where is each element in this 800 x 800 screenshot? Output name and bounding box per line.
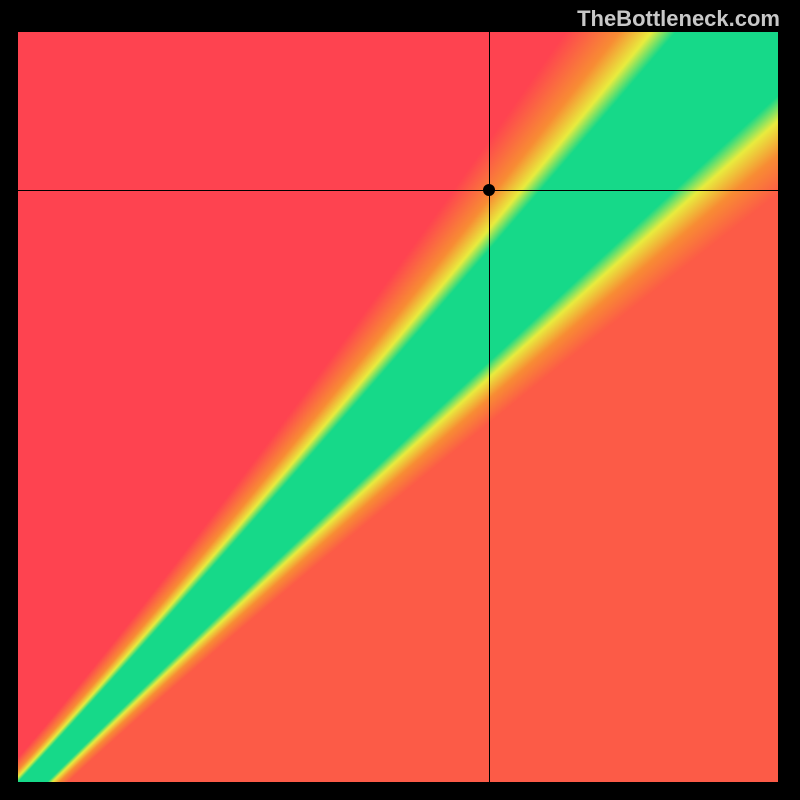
crosshair-marker [483, 184, 495, 196]
watermark-text: TheBottleneck.com [577, 6, 780, 32]
heatmap-canvas [18, 32, 778, 782]
crosshair-horizontal [18, 190, 778, 191]
crosshair-vertical [489, 32, 490, 782]
heatmap-plot [18, 32, 778, 782]
